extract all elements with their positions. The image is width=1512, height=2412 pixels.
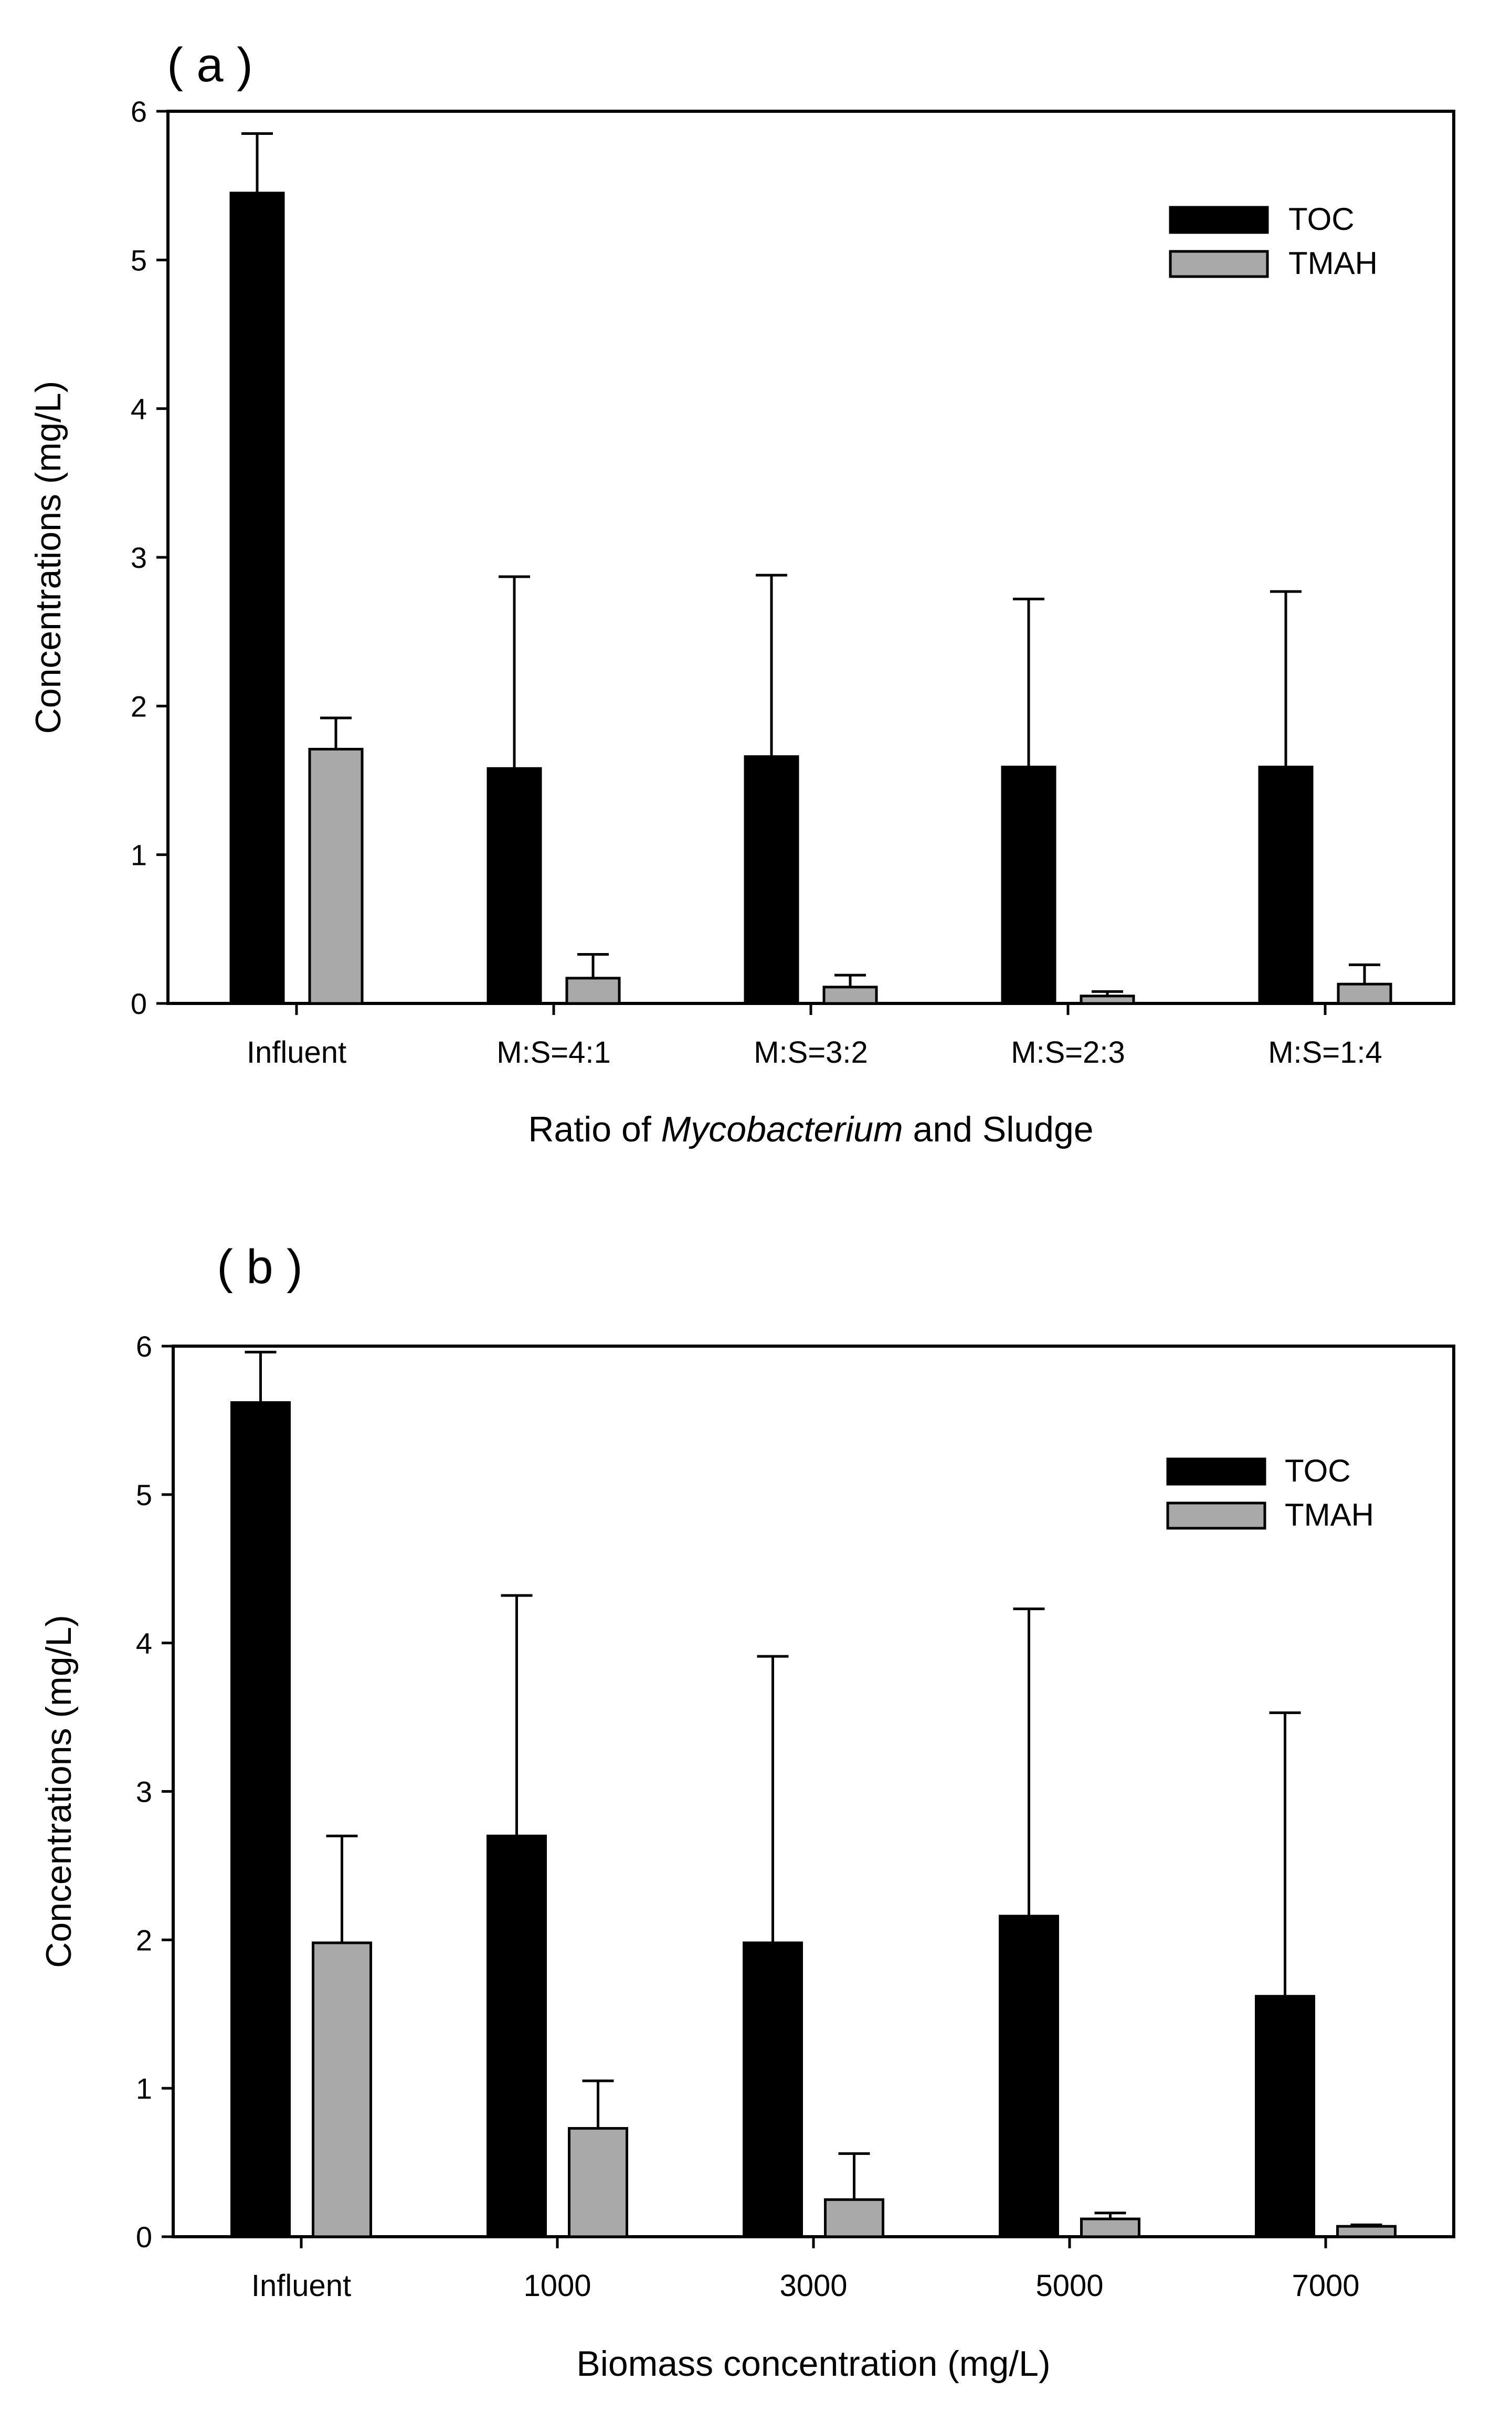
legend-swatch-tmah (1166, 1501, 1266, 1530)
legend-label-tmah: TMAH (1285, 1497, 1374, 1532)
legend-label-toc: TOC (1285, 1453, 1351, 1488)
y-tick-label: 2 (131, 690, 147, 723)
bar-tmah (568, 2127, 628, 2238)
x-axis-title: Ratio of Mycobacterium and Sludge (528, 1109, 1093, 1149)
bar-tmah (1336, 2225, 1397, 2238)
bar-tmah (822, 986, 878, 1005)
bar-toc (1255, 1995, 1315, 2238)
y-tick-label: 3 (136, 1775, 152, 1808)
bar-toc (230, 1401, 291, 2238)
chart-panel-a: ( a ) 0 1 2 3 4 5 6 Concentrations (mg/L) Influen… (28, 38, 1455, 1149)
x-tick-label: M:S=3:2 (754, 1035, 868, 1070)
bar-toc (743, 1941, 803, 2238)
x-tick-label: 1000 (523, 2269, 591, 2303)
y-tick-label: 0 (136, 2220, 152, 2254)
bar-toc (229, 192, 285, 1005)
x-tick-label: M:S=4:1 (496, 1035, 611, 1070)
bar-tmah (1080, 995, 1135, 1005)
y-tick-label: 4 (131, 393, 147, 426)
bar-toc (744, 755, 799, 1005)
y-axis-title: Concentrations (mg/L) (39, 1615, 79, 1968)
legend-swatch-toc (1166, 1457, 1266, 1486)
bar-tmah (312, 1941, 372, 2238)
bar-toc (1258, 766, 1314, 1005)
x-tick-label: 3000 (779, 2269, 847, 2303)
bar-tmah (1080, 2217, 1140, 2238)
y-tick-label: 2 (136, 1923, 152, 1956)
bar-toc (1001, 766, 1056, 1005)
bar-toc (999, 1914, 1059, 2238)
x-tick-label: M:S=1:4 (1268, 1035, 1382, 1070)
x-tick-label: 5000 (1035, 2269, 1103, 2303)
y-tick-label: 6 (131, 95, 147, 128)
bar-toc (487, 767, 542, 1005)
panel-label: ( a ) (167, 38, 253, 92)
bar-tmah (565, 977, 621, 1005)
y-tick-label: 1 (131, 839, 147, 872)
y-tick-label: 6 (136, 1330, 152, 1363)
x-tick-label: M:S=2:3 (1011, 1035, 1125, 1070)
legend-label-toc: TOC (1288, 202, 1355, 237)
y-axis-title: Concentrations (mg/L) (28, 381, 68, 734)
chart-panel-b: ( b ) 0 1 2 3 4 5 6 Concentrations (mg/L) Influen… (39, 1240, 1455, 2384)
y-tick-label: 5 (131, 244, 147, 277)
x-tick-label: 7000 (1292, 2269, 1359, 2303)
y-tick-label: 1 (136, 2072, 152, 2105)
bar-tmah (824, 2198, 884, 2238)
x-axis-title: Biomass concentration (mg/L) (576, 2344, 1050, 2384)
x-tick-label: Influent (247, 1035, 346, 1070)
bar-tmah (1337, 982, 1392, 1005)
y-tick-label: 5 (136, 1478, 152, 1511)
y-tick-label: 3 (131, 541, 147, 574)
y-tick-label: 0 (131, 987, 147, 1020)
bar-tmah (308, 748, 364, 1005)
legend-swatch-toc (1169, 206, 1269, 234)
legend-swatch-tmah (1169, 250, 1269, 278)
y-tick-label: 4 (136, 1627, 152, 1660)
bar-toc (487, 1834, 547, 2238)
panel-label: ( b ) (217, 1240, 303, 1294)
x-tick-label: Influent (251, 2269, 351, 2303)
legend-label-tmah: TMAH (1288, 246, 1378, 281)
